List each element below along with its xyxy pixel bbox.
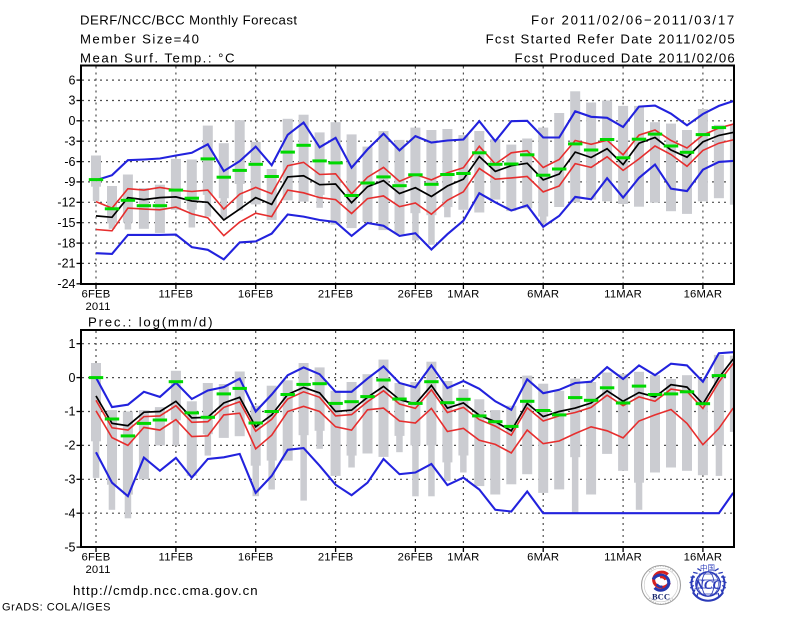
svg-text:-5: -5 xyxy=(64,540,75,554)
svg-text:-9: -9 xyxy=(64,175,75,189)
svg-text:Fcst Started Refer Date 2011/0: Fcst Started Refer Date 2011/02/05 xyxy=(486,32,736,47)
svg-text:-1: -1 xyxy=(64,405,75,419)
svg-text:2011: 2011 xyxy=(85,564,110,576)
svg-text:0: 0 xyxy=(69,371,76,385)
svg-text:21FEB: 21FEB xyxy=(318,552,354,564)
svg-text:Fcst Produced Date 2011/02/06: Fcst Produced Date 2011/02/06 xyxy=(515,51,736,66)
svg-text:1MAR: 1MAR xyxy=(447,289,479,301)
svg-text:6FEB: 6FEB xyxy=(81,289,110,301)
svg-text:6: 6 xyxy=(69,73,76,87)
svg-text:1: 1 xyxy=(69,337,76,351)
svg-text:-4: -4 xyxy=(64,506,75,520)
svg-text:-3: -3 xyxy=(64,473,75,487)
svg-text:11MAR: 11MAR xyxy=(604,289,642,301)
svg-text:21FEB: 21FEB xyxy=(318,289,354,301)
svg-text:16MAR: 16MAR xyxy=(684,552,723,564)
svg-text:11MAR: 11MAR xyxy=(604,552,642,564)
svg-text:16MAR: 16MAR xyxy=(684,289,723,301)
svg-text:26FEB: 26FEB xyxy=(398,552,434,564)
svg-text:http://cmdp.ncc.cma.gov.cn: http://cmdp.ncc.cma.gov.cn xyxy=(73,583,259,598)
svg-text:Member Size=40: Member Size=40 xyxy=(80,32,200,47)
svg-text:16FEB: 16FEB xyxy=(238,552,274,564)
svg-text:Mean Surf. Temp.: °C: Mean Surf. Temp.: °C xyxy=(80,51,236,66)
svg-text:-12: -12 xyxy=(57,196,75,210)
svg-text:-15: -15 xyxy=(57,216,75,230)
svg-text:6MAR: 6MAR xyxy=(527,552,559,564)
svg-text:-21: -21 xyxy=(57,257,75,271)
svg-text:中国: 中国 xyxy=(700,563,715,573)
svg-text:3: 3 xyxy=(69,94,76,108)
svg-text:-24: -24 xyxy=(57,277,75,291)
svg-text:-6: -6 xyxy=(64,155,75,169)
svg-text:26FEB: 26FEB xyxy=(398,289,434,301)
svg-text:1MAR: 1MAR xyxy=(447,552,479,564)
svg-text:-3: -3 xyxy=(64,134,75,148)
svg-text:2011: 2011 xyxy=(85,301,110,313)
svg-text:6FEB: 6FEB xyxy=(81,552,110,564)
svg-text:16FEB: 16FEB xyxy=(238,289,274,301)
svg-text:DERF/NCC/BCC Monthly Forecast: DERF/NCC/BCC Monthly Forecast xyxy=(80,13,298,28)
svg-text:11FEB: 11FEB xyxy=(159,289,194,301)
svg-text:Prec.: log(mm/d): Prec.: log(mm/d) xyxy=(88,315,214,330)
svg-text:-2: -2 xyxy=(64,439,75,453)
svg-text:11FEB: 11FEB xyxy=(159,552,194,564)
svg-text:6MAR: 6MAR xyxy=(527,289,559,301)
svg-text:-18: -18 xyxy=(57,236,75,250)
svg-text:NCC: NCC xyxy=(694,577,722,592)
svg-text:0: 0 xyxy=(69,114,76,128)
svg-text:For 2011/02/06−2011/03/17: For 2011/02/06−2011/03/17 xyxy=(531,13,736,28)
svg-text:BCC: BCC xyxy=(652,592,670,602)
svg-text:GrADS: COLA/IGES: GrADS: COLA/IGES xyxy=(2,602,111,614)
